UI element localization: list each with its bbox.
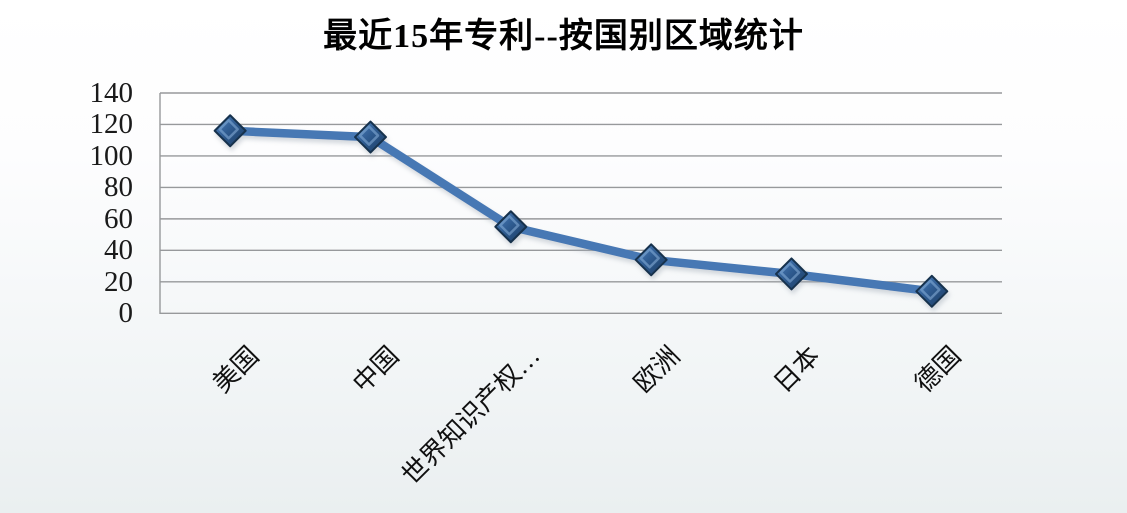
y-axis-tick-label: 0 [118, 297, 134, 330]
y-axis-tick-label: 60 [104, 202, 133, 235]
y-axis-tick-label: 80 [104, 171, 133, 204]
y-axis-tick-label: 20 [104, 265, 133, 298]
y-axis-tick-label: 120 [89, 108, 134, 141]
marker-bevel-highlight [358, 125, 380, 146]
data-point-marker [915, 274, 949, 308]
y-axis-tick-label: 40 [104, 234, 133, 267]
data-point-marker [354, 120, 387, 154]
series-line [225, 126, 937, 296]
marker-bevel-highlight [499, 215, 520, 236]
marker-bevel-highlight [639, 248, 660, 269]
data-point-marker [213, 114, 247, 148]
marker-bevel-highlight [920, 279, 941, 301]
marker-bevel-highlight [779, 262, 801, 283]
data-point-marker [634, 243, 668, 277]
y-axis-tick-label: 100 [89, 139, 134, 172]
chart-title: 最近15年专利--按国别区域统计 [323, 18, 804, 55]
marker-bevel-highlight [218, 119, 239, 140]
data-point-marker [494, 210, 528, 244]
y-axis-tick-label: 140 [89, 77, 134, 109]
data-point-marker [775, 257, 808, 291]
